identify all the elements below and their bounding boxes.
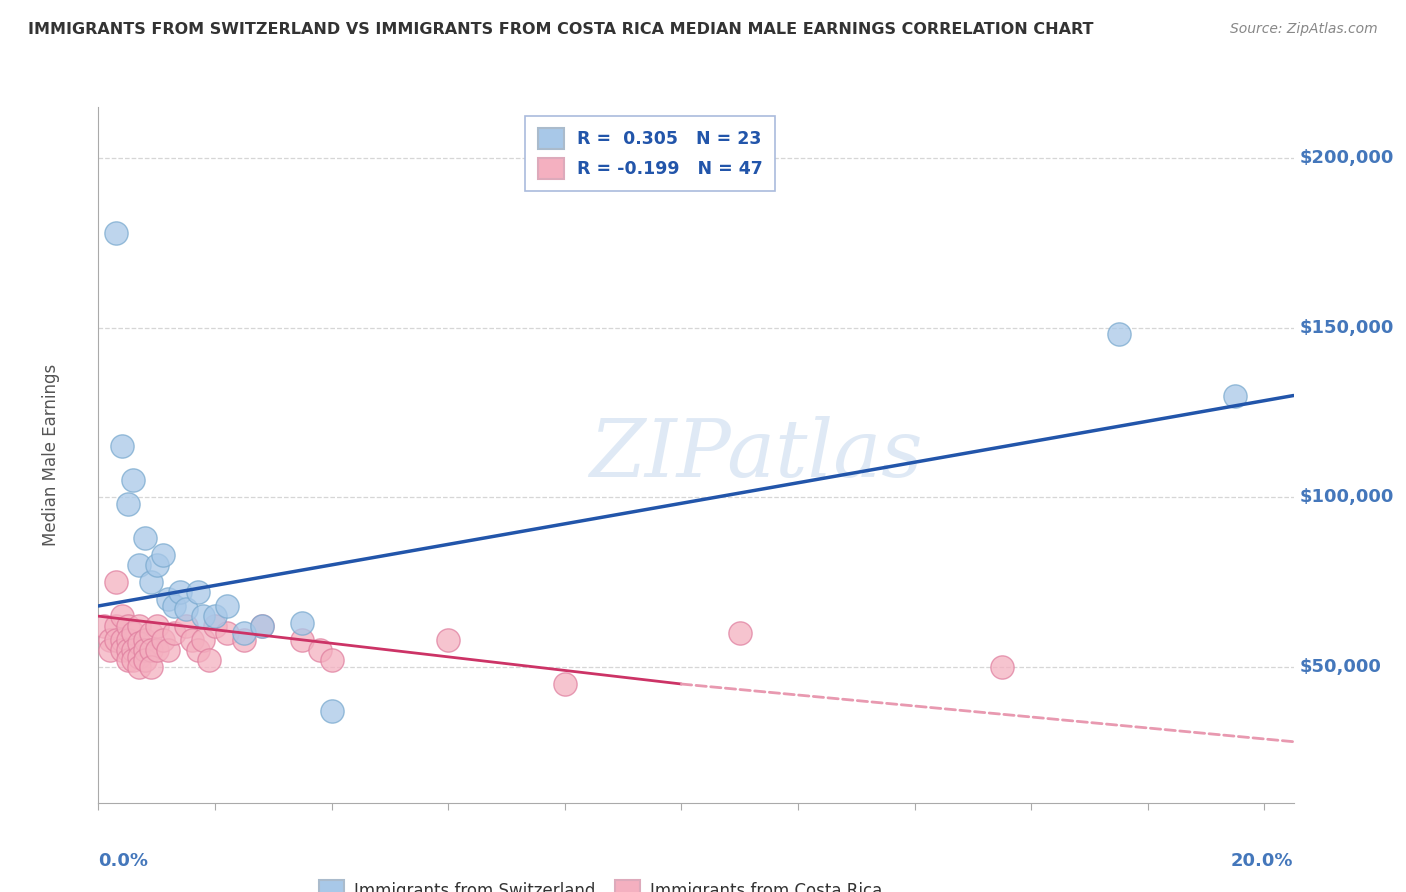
Point	[1225, 388, 1247, 402]
Point	[321, 653, 343, 667]
Point	[145, 619, 167, 633]
Point	[111, 632, 134, 647]
Text: $150,000: $150,000	[1299, 318, 1393, 336]
Point	[554, 677, 576, 691]
Text: Median Male Earnings: Median Male Earnings	[42, 364, 59, 546]
Point	[250, 619, 273, 633]
Point	[145, 558, 167, 573]
Point	[152, 632, 174, 647]
Point	[193, 632, 215, 647]
Point	[163, 626, 186, 640]
Point	[111, 609, 134, 624]
Point	[186, 585, 208, 599]
Point	[117, 632, 139, 647]
Point	[157, 643, 180, 657]
Point	[139, 643, 162, 657]
Point	[437, 632, 460, 647]
Point	[233, 626, 256, 640]
Point	[139, 575, 162, 590]
Point	[145, 643, 167, 657]
Point	[122, 653, 145, 667]
Text: $50,000: $50,000	[1299, 658, 1381, 676]
Point	[152, 548, 174, 562]
Point	[128, 558, 150, 573]
Point	[193, 609, 215, 624]
Point	[291, 632, 314, 647]
Point	[198, 653, 221, 667]
Point	[104, 619, 127, 633]
Point	[111, 439, 134, 453]
Point	[174, 619, 197, 633]
Point	[93, 619, 115, 633]
Point	[157, 592, 180, 607]
Point	[169, 585, 191, 599]
Text: ZIPatlas: ZIPatlas	[589, 417, 922, 493]
Point	[104, 575, 127, 590]
Point	[215, 599, 238, 613]
Point	[128, 649, 150, 664]
Point	[321, 704, 343, 718]
Text: 0.0%: 0.0%	[98, 852, 149, 870]
Point	[309, 643, 332, 657]
Point	[139, 660, 162, 674]
Legend: Immigrants from Switzerland, Immigrants from Costa Rica: Immigrants from Switzerland, Immigrants …	[312, 874, 889, 892]
Point	[991, 660, 1014, 674]
Point	[291, 615, 314, 630]
Point	[204, 609, 226, 624]
Point	[117, 643, 139, 657]
Point	[111, 643, 134, 657]
Point	[122, 474, 145, 488]
Point	[134, 653, 156, 667]
Text: 20.0%: 20.0%	[1232, 852, 1294, 870]
Point	[98, 632, 121, 647]
Text: Source: ZipAtlas.com: Source: ZipAtlas.com	[1230, 22, 1378, 37]
Point	[104, 632, 127, 647]
Point	[134, 531, 156, 545]
Point	[117, 497, 139, 511]
Text: $200,000: $200,000	[1299, 149, 1393, 167]
Point	[122, 643, 145, 657]
Point	[128, 636, 150, 650]
Point	[104, 226, 127, 240]
Point	[250, 619, 273, 633]
Point	[728, 626, 751, 640]
Point	[134, 632, 156, 647]
Point	[1108, 327, 1130, 342]
Point	[122, 626, 145, 640]
Point	[186, 643, 208, 657]
Point	[98, 643, 121, 657]
Point	[117, 619, 139, 633]
Point	[204, 619, 226, 633]
Point	[134, 643, 156, 657]
Point	[128, 619, 150, 633]
Text: IMMIGRANTS FROM SWITZERLAND VS IMMIGRANTS FROM COSTA RICA MEDIAN MALE EARNINGS C: IMMIGRANTS FROM SWITZERLAND VS IMMIGRANT…	[28, 22, 1094, 37]
Point	[233, 632, 256, 647]
Text: $100,000: $100,000	[1299, 488, 1393, 507]
Point	[163, 599, 186, 613]
Point	[180, 632, 202, 647]
Point	[128, 660, 150, 674]
Point	[215, 626, 238, 640]
Point	[139, 626, 162, 640]
Point	[174, 602, 197, 616]
Point	[117, 653, 139, 667]
